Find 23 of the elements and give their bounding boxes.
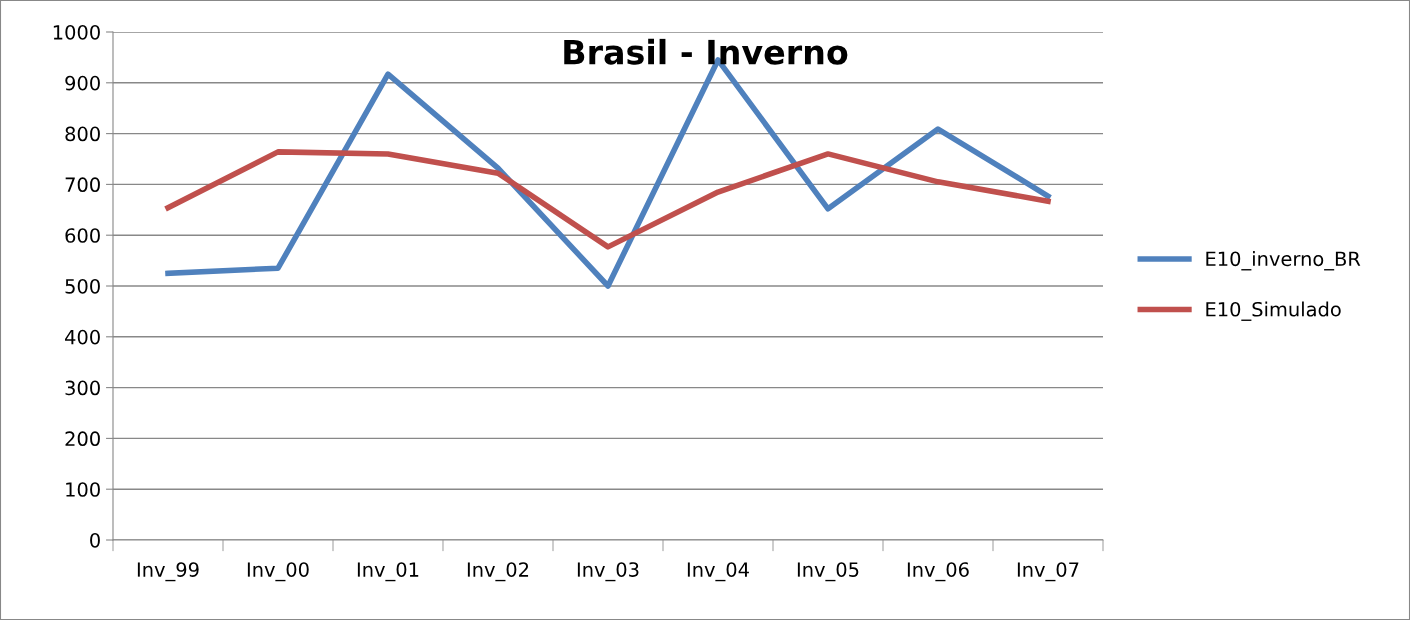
y-tick-label: 800 [65, 126, 100, 142]
legend-label: E10_Simulado [1206, 301, 1341, 321]
x-tick-label: Inv_07 [1017, 562, 1079, 582]
y-tick-label: 100 [66, 482, 100, 497]
chart-title: Brasil - Inverno [564, 38, 848, 65]
x-tick-label: Inv_03 [577, 562, 639, 582]
y-tick-label: 400 [65, 329, 100, 345]
y-tick-label: 500 [65, 278, 100, 294]
y-tick-label: 700 [65, 177, 100, 193]
y-tick-label: 900 [65, 75, 100, 91]
x-tick-label: Inv_06 [907, 562, 969, 582]
x-tick-label: Inv_04 [687, 562, 749, 582]
x-tick-label: Inv_05 [797, 562, 859, 582]
x-tick-label: Inv_00 [247, 562, 309, 582]
y-tick-label: 200 [65, 431, 100, 447]
x-tick-label: Inv_02 [467, 562, 529, 582]
y-tick-label: 1000 [53, 24, 100, 40]
x-tick-label: Inv_99 [137, 562, 199, 582]
legend-label: E10_inverno_BR [1206, 251, 1361, 271]
y-tick-label: 300 [65, 380, 100, 396]
y-tick-label: 600 [65, 228, 100, 243]
x-tick-label: Inv_01 [357, 562, 419, 582]
y-tick-label: 0 [90, 532, 100, 548]
